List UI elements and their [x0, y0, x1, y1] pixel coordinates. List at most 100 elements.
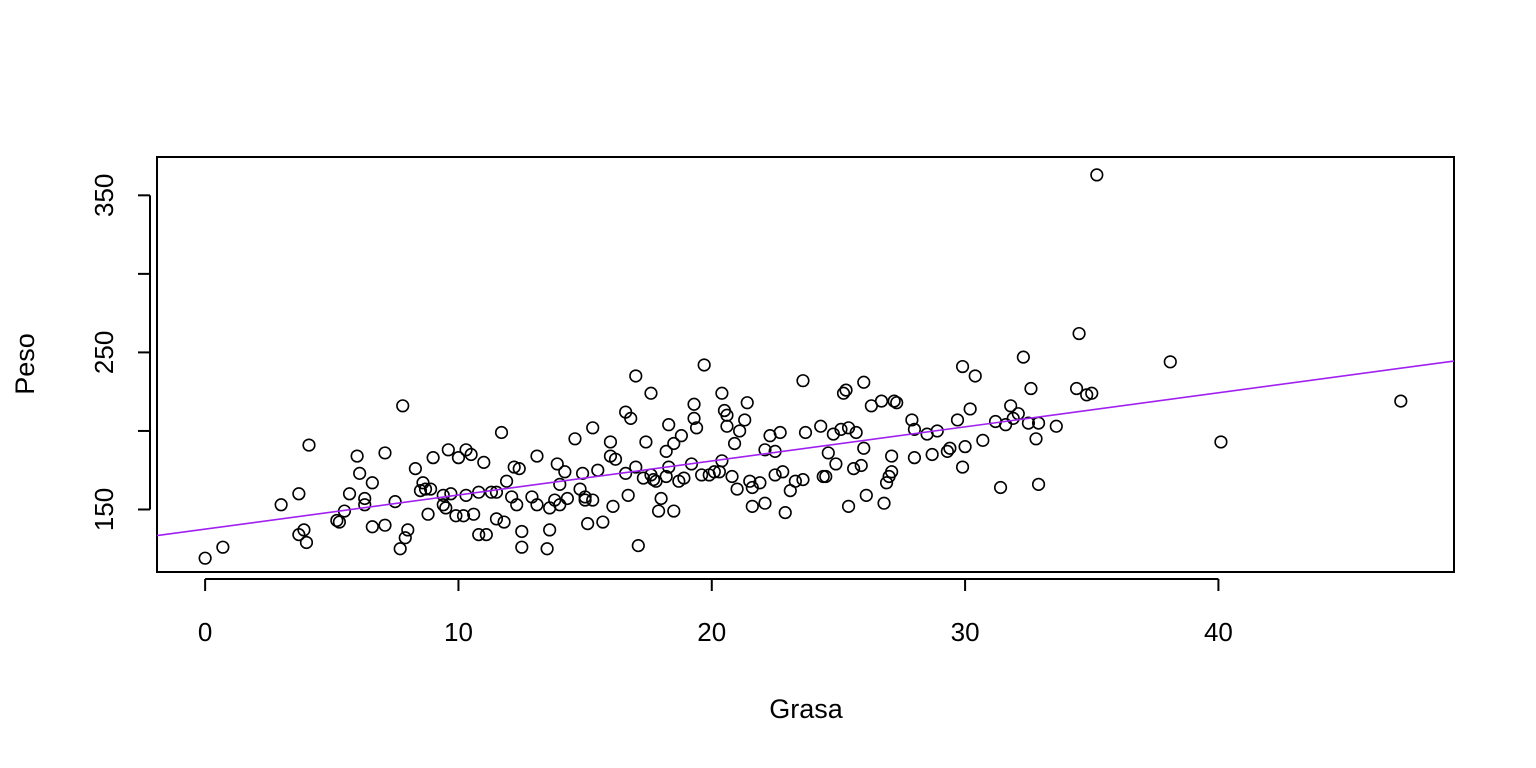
data-point [753, 476, 767, 490]
data-point [773, 425, 787, 440]
data-point [674, 429, 688, 443]
data-point [1029, 432, 1043, 446]
data-point [639, 435, 653, 449]
data-point [418, 482, 433, 496]
data-point [436, 498, 450, 512]
data-point [560, 491, 574, 506]
data-point [654, 491, 668, 506]
data-point [1031, 477, 1046, 491]
data-point [963, 402, 977, 416]
data-point [907, 422, 922, 436]
y-tick-label: 350 [89, 174, 119, 217]
data-point [358, 491, 372, 506]
data-point [421, 507, 435, 521]
data-point [836, 386, 851, 400]
data-point [1069, 381, 1084, 396]
data-point [621, 488, 635, 502]
data-point [489, 485, 504, 499]
data-point [821, 446, 835, 460]
data-point [798, 425, 813, 440]
data-point [768, 468, 782, 482]
data-point [1024, 381, 1038, 396]
data-point [829, 457, 843, 471]
data-point [631, 539, 645, 553]
x-tick-label: 20 [697, 617, 726, 647]
data-point [484, 485, 498, 499]
data-point [778, 506, 792, 520]
data-point [586, 493, 600, 507]
x-tick-label: 40 [1204, 617, 1233, 647]
data-point [451, 451, 466, 465]
data-point [725, 469, 739, 484]
data-point [441, 443, 455, 457]
data-point [839, 383, 853, 397]
data-point [950, 413, 965, 427]
data-point [776, 465, 790, 479]
data-point [479, 528, 493, 542]
data-point [955, 460, 970, 474]
data-point [449, 509, 463, 523]
data-point [378, 518, 392, 532]
data-point [530, 449, 544, 463]
data-point [530, 498, 544, 512]
data-point [553, 477, 567, 491]
data-point [662, 418, 676, 432]
data-point [274, 498, 288, 512]
data-point [940, 444, 954, 458]
data-point [515, 524, 529, 539]
x-axis-label: Grasa [769, 694, 844, 724]
data-point [849, 425, 863, 440]
data-point [216, 540, 230, 554]
data-point [993, 480, 1008, 495]
data-point [733, 424, 747, 438]
data-point [464, 447, 478, 462]
data-point [877, 496, 891, 510]
data-point [581, 517, 595, 531]
data-point [958, 440, 972, 454]
data-point [976, 433, 990, 447]
data-point [885, 449, 899, 463]
data-point [651, 504, 666, 518]
plot-frame [156, 156, 1455, 573]
x-axis: 0 10 20 30 40 [198, 578, 1233, 647]
data-point [659, 469, 673, 484]
data-point [859, 488, 873, 502]
data-point [854, 458, 868, 473]
data-point [596, 515, 610, 529]
data-point [857, 375, 871, 389]
data-point [456, 509, 471, 523]
data-point [342, 487, 357, 501]
data-point [388, 495, 402, 509]
data-point [758, 443, 772, 457]
data-point [299, 535, 314, 550]
data-point [358, 498, 372, 512]
data-point [467, 507, 481, 521]
regression-line [156, 360, 1455, 537]
x-tick-label: 10 [444, 617, 473, 647]
data-point [489, 512, 504, 526]
data-point [497, 515, 511, 529]
data-point [1085, 386, 1099, 400]
data-point [887, 394, 901, 408]
data-point [745, 499, 759, 513]
data-point [1016, 350, 1030, 364]
data-point [857, 441, 871, 455]
data-point [558, 465, 572, 479]
data-point [874, 394, 889, 408]
data-point [515, 540, 529, 554]
data-point [727, 436, 742, 451]
data-point [353, 466, 367, 480]
data-point [667, 504, 681, 518]
data-point [494, 425, 509, 440]
data-point [198, 551, 212, 565]
data-point [608, 452, 623, 466]
data-point [715, 386, 729, 400]
data-point [707, 465, 721, 479]
data-point [1214, 435, 1228, 449]
data-point [720, 419, 734, 433]
data-point [292, 487, 306, 501]
data-point [905, 413, 919, 427]
data-point [365, 520, 379, 534]
data-point [568, 432, 582, 446]
data-point [738, 413, 752, 427]
